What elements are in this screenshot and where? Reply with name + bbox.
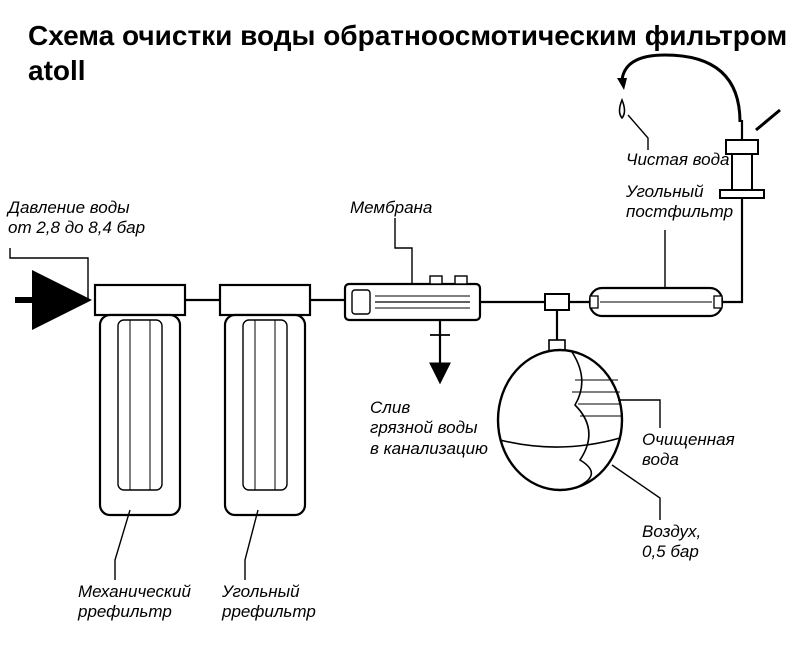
leader-air [612, 465, 660, 520]
leader-purified [618, 400, 660, 428]
label-mech-pre: Механический pрефильтр [78, 582, 191, 623]
drain-line [430, 320, 450, 380]
label-carbon-post: Угольный постфильтр [626, 182, 733, 223]
label-clean-water: Чистая вода [626, 150, 729, 170]
carbon-prefilter [220, 285, 310, 515]
leader-carbonpre [245, 510, 258, 580]
leader-membrane [395, 218, 412, 284]
mechanical-prefilter [95, 285, 185, 515]
label-purified: Очищенная вода [642, 430, 735, 471]
label-air: Воздух, 0,5 бар [642, 522, 701, 563]
label-drain: Слив грязной воды в канализацию [370, 398, 488, 459]
leader-pressure [10, 248, 88, 300]
leader-mech [115, 510, 130, 580]
faucet [617, 55, 780, 198]
storage-tank [498, 294, 622, 490]
water-drop-icon [620, 100, 625, 118]
label-membrane: Мембрана [350, 198, 432, 218]
label-pressure: Давление воды от 2,8 до 8,4 бар [8, 198, 145, 239]
label-carbon-pre: Угольный pрефильтр [222, 582, 316, 623]
carbon-postfilter [590, 288, 722, 316]
leader-cleanwater [628, 115, 648, 150]
